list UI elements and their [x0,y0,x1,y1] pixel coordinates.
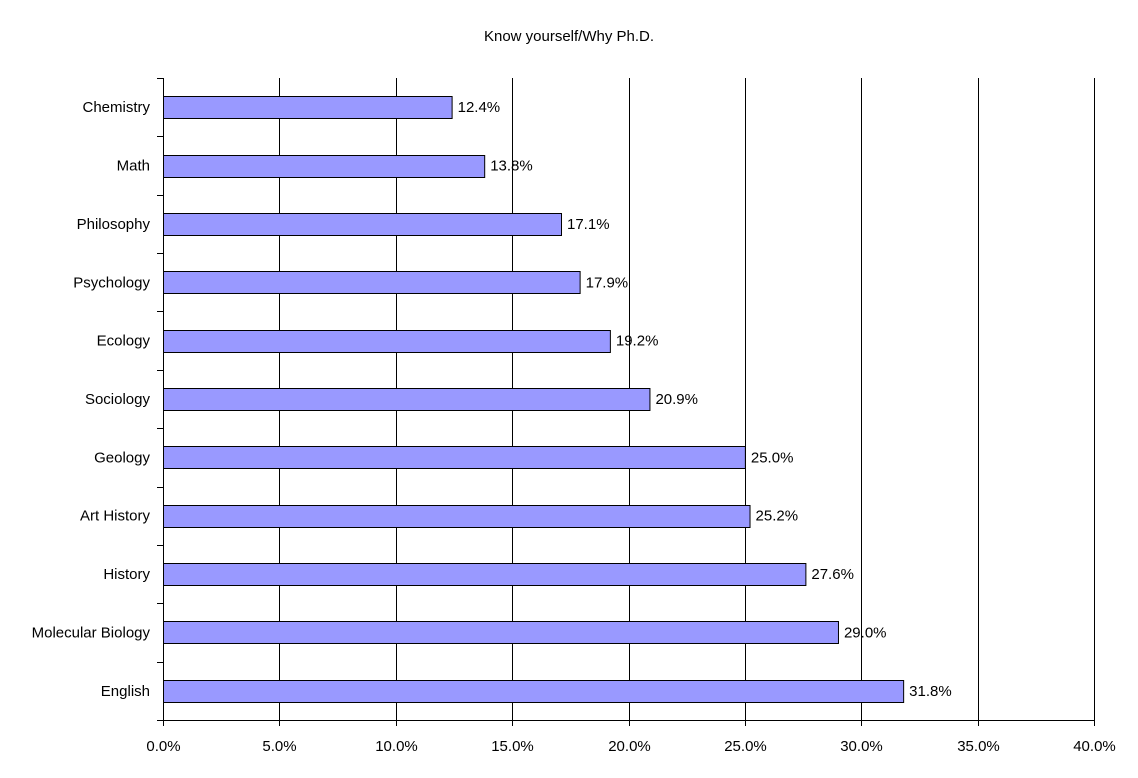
x-tick-label: 0.0% [146,738,180,755]
category-label: Philosophy [77,216,151,233]
x-tick-label: 35.0% [957,738,1000,755]
category-label: History [103,566,150,583]
x-tick-label: 10.0% [375,738,418,755]
category-label: Ecology [97,333,151,350]
axes [157,78,1095,726]
bar [163,330,611,353]
bar [163,505,751,528]
data-label: 17.1% [567,216,610,233]
data-label: 19.2% [616,333,659,350]
bar [163,563,807,586]
data-label: 27.6% [811,566,854,583]
x-tick-label: 30.0% [840,738,883,755]
data-label: 29.0% [844,624,887,641]
x-tick-label: 25.0% [724,738,767,755]
chart-title: Know yourself/Why Ph.D. [483,28,655,45]
data-label: 17.9% [586,274,629,291]
data-label: 13.8% [490,158,533,175]
bar [163,621,839,644]
category-label: Molecular Biology [32,624,151,641]
category-label: Sociology [85,391,151,408]
bar [163,271,581,294]
category-label: English [101,683,150,700]
bar [163,446,746,469]
data-label: 31.8% [909,683,952,700]
bar [163,96,453,119]
x-tick-label: 5.0% [262,738,296,755]
category-label: Chemistry [82,99,150,116]
category-label: Geology [94,449,150,466]
x-tick-label: 15.0% [491,738,534,755]
labels: 0.0% 5.0% 10.0% 15.0% 20.0% 25.0% 30.0% 35.0% 40… [32,99,1116,755]
category-label: Art History [80,508,151,525]
data-label: 12.4% [458,99,501,116]
bar [163,388,651,411]
x-tick-label: 20.0% [608,738,651,755]
bars [163,96,905,703]
bar [163,213,563,236]
data-label: 25.0% [751,449,794,466]
data-label: 20.9% [655,391,698,408]
bar [163,680,905,703]
bar [163,155,486,178]
x-tick-label: 40.0% [1073,738,1116,755]
category-label: Psychology [73,274,150,291]
data-label: 25.2% [756,508,799,525]
category-label: Math [117,158,150,175]
